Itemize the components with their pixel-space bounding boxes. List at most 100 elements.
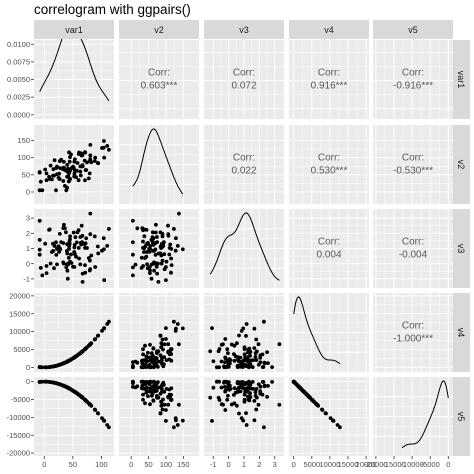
corr-value: 0.022 — [231, 166, 256, 177]
y-tick-label: 150 — [17, 136, 30, 145]
y-tick-label: 2 — [26, 229, 30, 238]
scatter-point — [160, 258, 165, 263]
scatter-point — [147, 363, 152, 367]
scatter-point — [217, 347, 222, 351]
scatter-point — [162, 355, 167, 359]
panel-v2-v5 — [373, 125, 453, 204]
scatter-point — [159, 261, 164, 266]
scatter-point — [88, 342, 93, 347]
corr-label: Corr: — [148, 68, 170, 79]
scatter-point — [219, 385, 224, 390]
corr-label: Corr: — [318, 237, 340, 248]
scatter-point — [256, 342, 261, 347]
scatter-point — [153, 253, 158, 257]
y-tick-label: 5000 — [13, 345, 30, 354]
scatter-point — [258, 391, 263, 396]
scatter-point — [68, 155, 72, 160]
scatter-point — [145, 262, 150, 267]
scatter-point — [239, 359, 244, 364]
scatter-point — [44, 178, 49, 183]
corr-value: 0.916*** — [311, 81, 348, 92]
scatter-point — [64, 230, 68, 235]
scatter-point — [62, 261, 66, 266]
strip-right — [453, 377, 470, 456]
scatter-point — [169, 347, 173, 351]
scatter-point — [235, 380, 240, 384]
scatter-point — [62, 222, 66, 227]
scatter-point — [142, 250, 146, 254]
scatter-point — [144, 365, 149, 369]
scatter-point — [131, 252, 135, 257]
strip-right — [453, 293, 470, 372]
scatter-point — [52, 266, 56, 271]
scatter-point — [277, 402, 282, 407]
scatter-point — [149, 276, 154, 281]
scatter-point — [72, 168, 77, 173]
panel-background — [289, 40, 369, 119]
scatter-point — [155, 271, 160, 276]
scatter-point — [226, 393, 230, 398]
scatter-point — [153, 383, 158, 388]
x-tick-label: 5000 — [303, 460, 320, 469]
scatter-point — [238, 363, 243, 367]
panel-background — [289, 125, 369, 204]
scatter-point — [47, 380, 51, 384]
scatter-point — [221, 342, 225, 347]
scatter-point — [223, 408, 228, 412]
corr-value: 0.004 — [316, 250, 341, 261]
scatter-point — [229, 402, 234, 407]
scatter-point — [141, 397, 145, 402]
scatter-point — [54, 166, 59, 170]
scatter-point — [174, 418, 178, 423]
scatter-point — [72, 389, 77, 394]
panel-v3-v5 — [373, 209, 453, 288]
scatter-point — [141, 264, 146, 268]
scatter-point — [65, 168, 69, 173]
scatter-point — [93, 265, 98, 269]
strip-label: v4 — [324, 25, 334, 35]
y-tick-label: -5000 — [11, 395, 30, 404]
scatter-point — [79, 223, 84, 228]
scatter-point — [83, 270, 88, 275]
scatter-point — [160, 407, 165, 412]
scatter-point — [61, 383, 66, 388]
scatter-point — [141, 347, 145, 352]
scatter-point — [251, 387, 256, 391]
scatter-point — [57, 177, 62, 182]
y-tick-label: 1 — [26, 244, 30, 253]
scatter-point — [254, 358, 259, 362]
scatter-point — [320, 407, 324, 412]
scatter-point — [156, 385, 161, 390]
strip-label: v4 — [456, 328, 466, 338]
chart-title: correlogram with ggpairs() — [34, 2, 191, 17]
scatter-point — [85, 399, 89, 404]
scatter-point — [167, 352, 172, 357]
panel-v3-v4 — [289, 209, 369, 288]
panel-v4-v5 — [373, 293, 453, 372]
scatter-point — [180, 247, 185, 252]
scatter-point — [252, 326, 257, 331]
strip-label: v2 — [456, 160, 466, 170]
scatter-point — [64, 188, 69, 193]
scatter-point — [169, 263, 174, 267]
scatter-point — [159, 246, 164, 250]
strip-top — [204, 20, 284, 39]
scatter-point — [254, 407, 259, 412]
scatter-point — [55, 247, 59, 251]
corr-label: Corr: — [318, 68, 340, 79]
scatter-point — [147, 250, 152, 254]
strip-label: v3 — [239, 25, 249, 35]
scatter-point — [159, 345, 164, 350]
scatter-point — [302, 389, 306, 394]
scatter-point — [162, 252, 167, 257]
scatter-point — [152, 380, 157, 385]
y-tick-label: 10000 — [9, 327, 30, 336]
scatter-point — [131, 240, 135, 245]
scatter-point — [38, 266, 43, 270]
scatter-point — [150, 230, 155, 235]
scatter-point — [76, 246, 81, 250]
scatter-point — [154, 356, 159, 361]
scatter-point — [67, 241, 72, 246]
scatter-point — [154, 264, 159, 269]
